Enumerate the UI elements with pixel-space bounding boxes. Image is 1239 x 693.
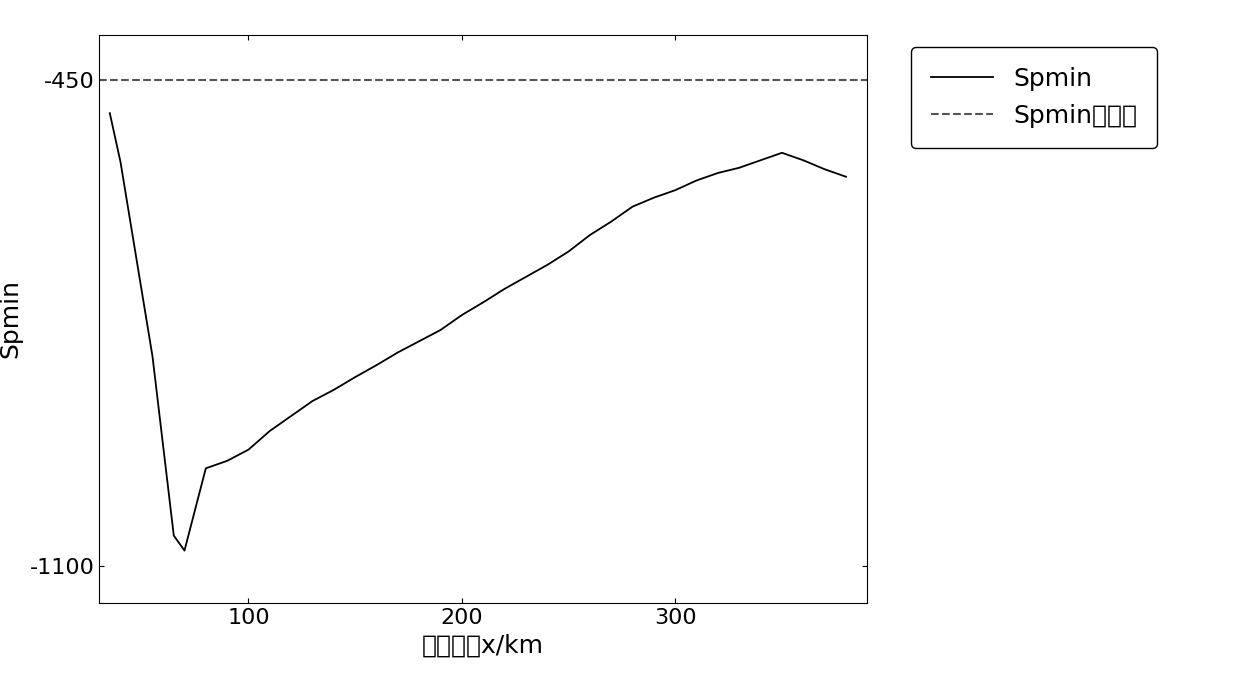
Spmin: [103, 109, 118, 117]
Spmin整定値: [30, 76, 45, 84]
X-axis label: 故障距离x/km: 故障距离x/km: [422, 633, 544, 658]
Spmin整定値: [27, 76, 42, 84]
Spmin: [476, 298, 491, 306]
Spmin: [390, 349, 405, 357]
Spmin: [839, 173, 854, 181]
Spmin: [774, 148, 789, 157]
Spmin: [263, 427, 278, 435]
Spmin: [411, 337, 426, 345]
Spmin: [166, 532, 181, 540]
Spmin: [818, 165, 833, 173]
Spmin: [177, 546, 192, 554]
Spmin: [732, 164, 747, 172]
Spmin: [242, 446, 256, 454]
Spmin: [795, 156, 810, 164]
Spmin: [455, 311, 470, 319]
Spmin: [647, 193, 662, 202]
Spmin: [113, 157, 128, 166]
Spmin: [434, 326, 449, 334]
Spmin: [348, 373, 363, 381]
Spmin: [626, 202, 641, 211]
Spmin: [145, 352, 160, 360]
Spmin: [710, 169, 725, 177]
Y-axis label: Spmin: Spmin: [0, 279, 22, 358]
Spmin: [369, 361, 384, 369]
Spmin: [668, 186, 683, 194]
Spmin: [753, 156, 768, 164]
Spmin: [497, 285, 512, 293]
Spmin: [219, 457, 234, 465]
Line: Spmin: Spmin: [110, 113, 846, 550]
Spmin: [518, 273, 533, 281]
Spmin: [326, 385, 341, 394]
Spmin: [603, 218, 618, 226]
Spmin: [284, 412, 299, 420]
Spmin: [508, 279, 523, 287]
Spmin: [540, 261, 555, 269]
Spmin: [582, 231, 597, 239]
Spmin: [305, 397, 320, 405]
Spmin: [689, 176, 704, 184]
Spmin: [198, 464, 213, 473]
Spmin: [561, 247, 576, 256]
Legend: Spmin, Spmin整定値: Spmin, Spmin整定値: [911, 47, 1157, 148]
